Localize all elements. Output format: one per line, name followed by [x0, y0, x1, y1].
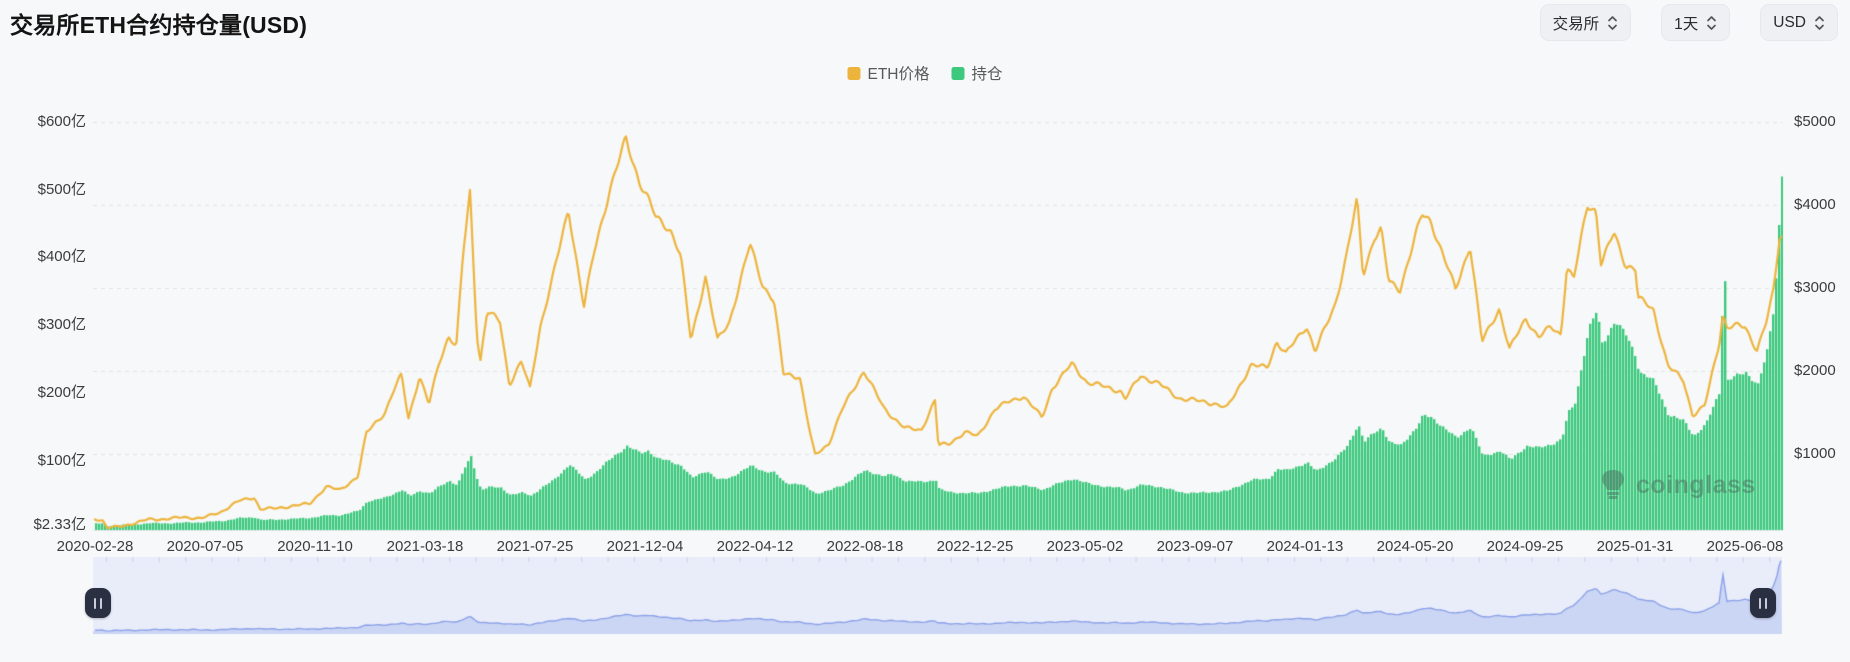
legend-item-open-interest[interactable]: 持仓: [951, 62, 1003, 84]
x-axis-tick: 2023-05-02: [1046, 538, 1124, 555]
chart-legend: ETH价格 持仓: [847, 62, 1003, 84]
x-axis-tick: 2023-09-07: [1156, 538, 1234, 555]
pause-bar-icon: [100, 597, 102, 609]
right-axis-tick: $5000: [1794, 113, 1836, 130]
select-arrows-icon: [1608, 15, 1617, 30]
x-axis-tick: 2021-12-04: [606, 538, 684, 555]
x-axis-tick: 2022-08-18: [826, 538, 904, 555]
exchange-select[interactable]: 交易所: [1539, 4, 1632, 41]
left-axis-tick: $200亿: [37, 384, 86, 402]
x-axis-tick: 2024-09-25: [1486, 538, 1564, 555]
pause-bar-icon: [94, 597, 96, 609]
legend-item-eth-price[interactable]: ETH价格: [847, 62, 930, 84]
x-axis-tick: 2022-12-25: [936, 538, 1014, 555]
x-axis-tick: 2020-02-28: [56, 538, 134, 555]
right-axis-tick: $1000: [1794, 445, 1836, 462]
left-axis-tick: $400亿: [37, 248, 86, 266]
x-axis-tick: 2024-05-20: [1376, 538, 1454, 555]
right-axis-tick: $4000: [1794, 196, 1836, 213]
x-axis-tick: 2020-07-05: [166, 538, 244, 555]
left-axis-tick: $100亿: [37, 451, 86, 469]
pause-bar-icon: [1759, 597, 1761, 609]
currency-select-label: USD: [1773, 13, 1806, 31]
select-arrows-icon: [1707, 15, 1717, 30]
interval-select[interactable]: 1天: [1661, 4, 1731, 41]
right-axis-tick: $2000: [1794, 362, 1836, 379]
interval-select-label: 1天: [1674, 15, 1699, 33]
left-axis-tick: $2.33亿: [33, 516, 86, 533]
open-interest-swatch-icon: [951, 66, 965, 80]
select-arrows-icon: [1815, 15, 1824, 30]
x-axis-tick: 2025-01-31: [1596, 538, 1674, 555]
eth-price-swatch-icon: [847, 66, 861, 80]
x-axis-tick: 2024-01-13: [1266, 538, 1344, 555]
x-axis-tick: 2022-04-12: [716, 538, 794, 555]
page-title: 交易所ETH合约持仓量(USD): [10, 12, 308, 38]
legend-label: 持仓: [971, 66, 1003, 83]
pause-bar-icon: [1765, 597, 1767, 609]
x-axis-tick: 2025-06-08: [1706, 538, 1784, 555]
left-axis-tick: $500亿: [37, 180, 86, 198]
navigator-right-handle[interactable]: [1750, 588, 1776, 618]
x-axis-tick: 2020-11-10: [277, 538, 353, 555]
exchange-select-label: 交易所: [1552, 15, 1600, 33]
right-axis-tick: $3000: [1794, 279, 1836, 296]
currency-select[interactable]: USD: [1760, 4, 1838, 41]
x-axis-tick: 2021-07-25: [496, 538, 574, 555]
x-axis-tick: 2021-03-18: [386, 538, 464, 555]
left-axis-tick: $300亿: [37, 316, 86, 334]
navigator-left-handle[interactable]: [85, 588, 111, 618]
left-axis-tick: $600亿: [37, 112, 86, 130]
legend-label: ETH价格: [867, 66, 930, 83]
chart-controls: 交易所 1天 USD: [1539, 4, 1838, 41]
